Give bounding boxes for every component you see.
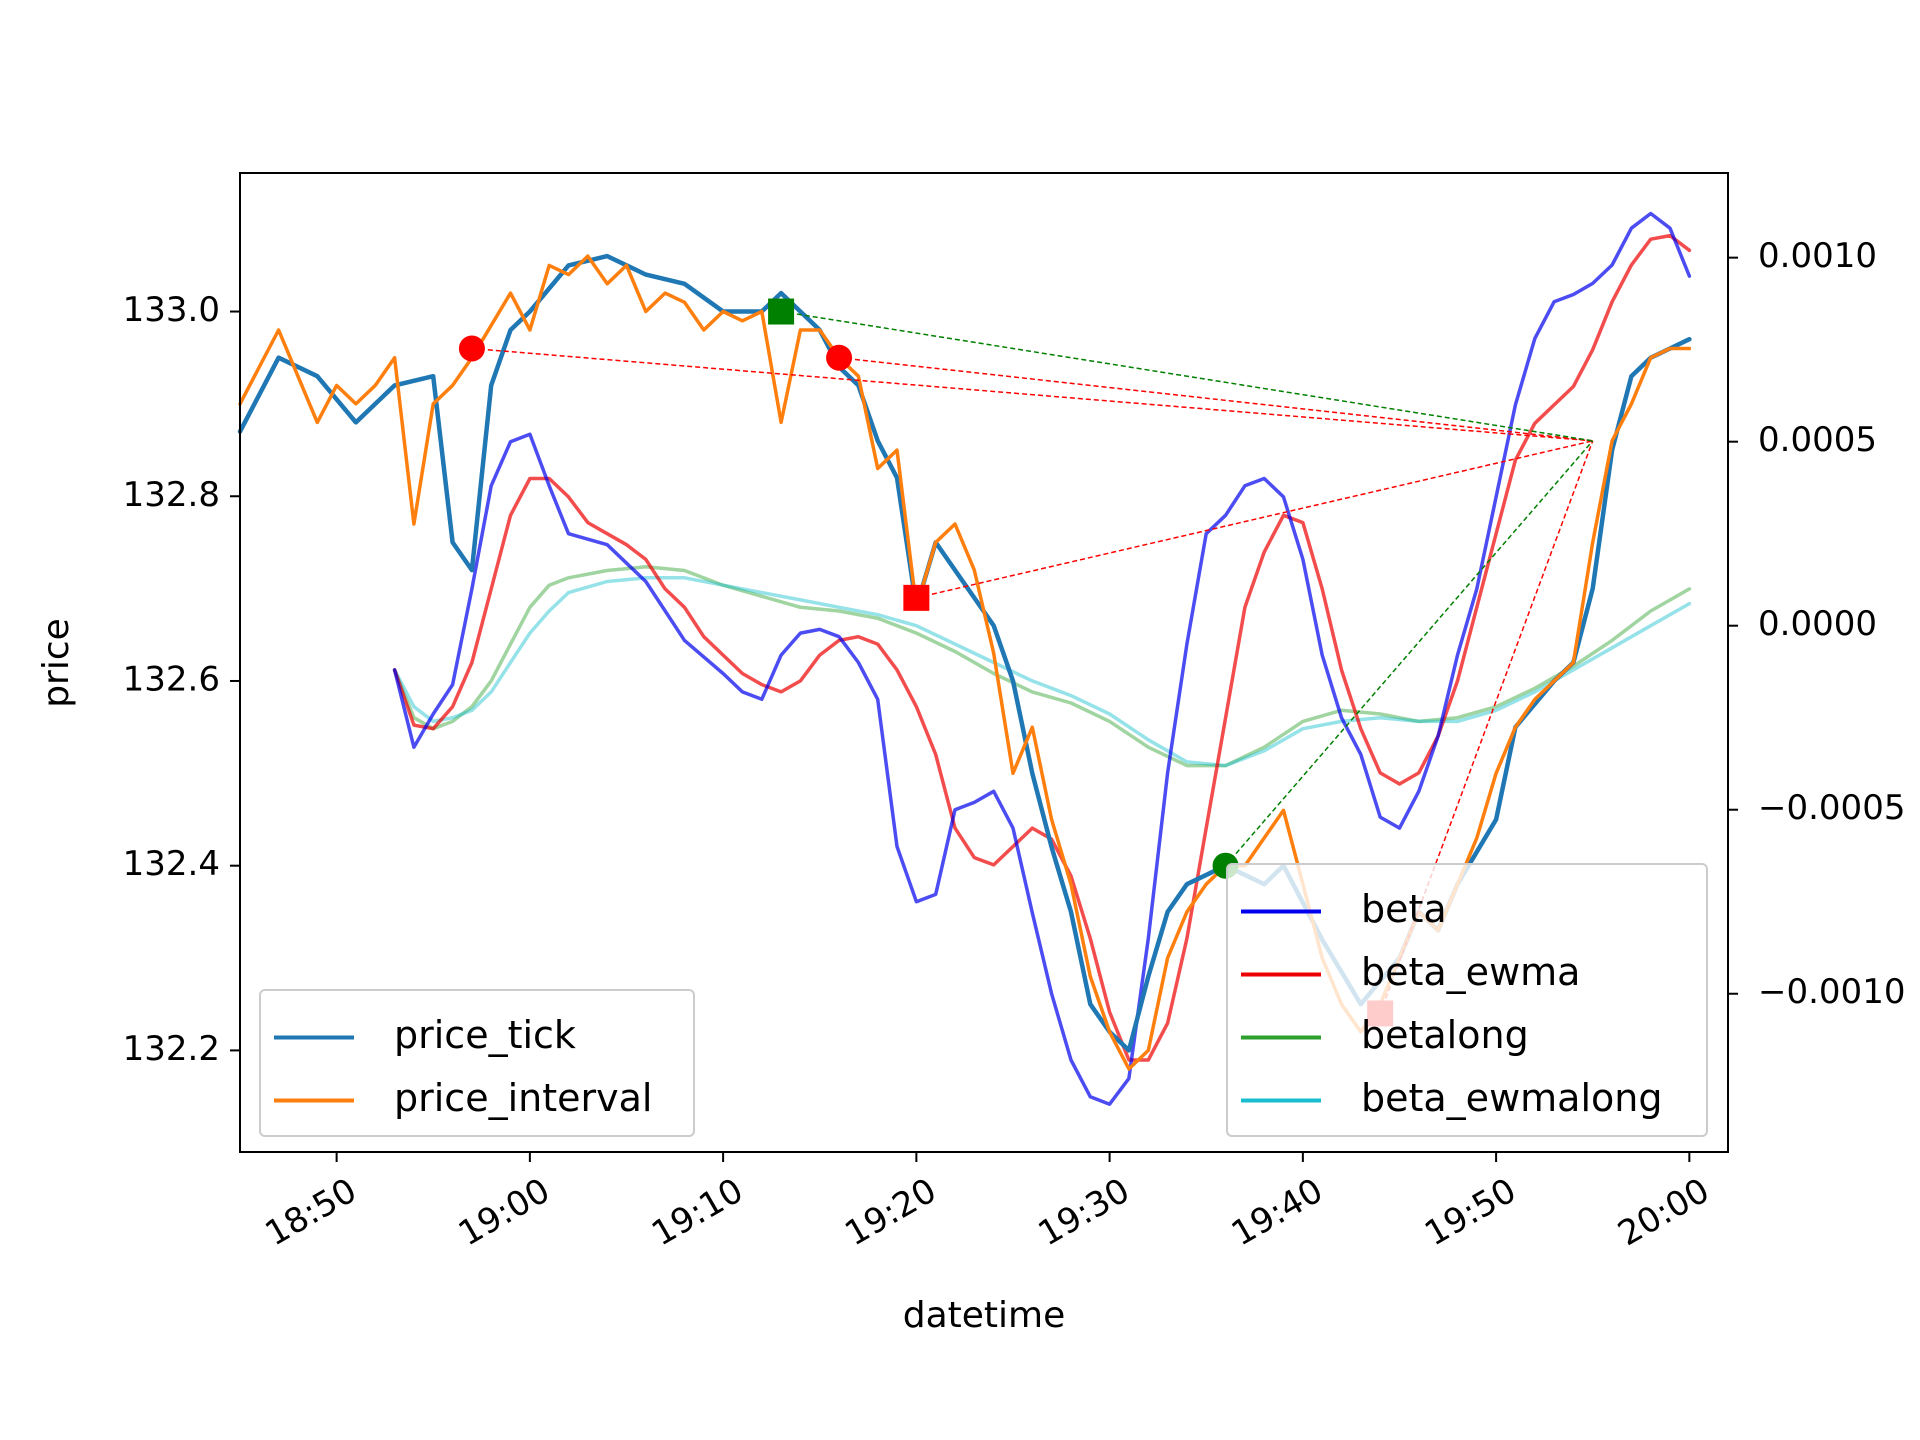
y-tick-label: 132.6 bbox=[123, 659, 220, 699]
y2-tick-label: 0.0010 bbox=[1758, 236, 1877, 276]
series-line-beta bbox=[392, 211, 1692, 1106]
y2-tick-label: −0.0005 bbox=[1758, 788, 1905, 828]
signal-connectors bbox=[471, 310, 1594, 1014]
y2-tick-label: −0.0010 bbox=[1758, 972, 1905, 1012]
signal-marker-1 bbox=[826, 344, 853, 371]
legend-beta: beta beta_ewma betalong beta_ewmalong bbox=[1226, 863, 1708, 1137]
legend-label-price-tick: price_tick bbox=[394, 1013, 576, 1057]
y-tick-label: 133.0 bbox=[123, 290, 220, 330]
signal-marker-0 bbox=[458, 335, 485, 362]
connector-line-1 bbox=[838, 356, 1593, 442]
y-axis-label: price bbox=[36, 618, 77, 708]
y-tick-label: 132.8 bbox=[123, 475, 220, 515]
legend-label-beta-ewma: beta_ewma bbox=[1361, 950, 1580, 994]
legend-box bbox=[1226, 863, 1708, 1137]
connector-line-2 bbox=[916, 440, 1593, 599]
legend-label-betalong: betalong bbox=[1361, 1013, 1529, 1057]
y2-tick-label: 0.0005 bbox=[1758, 420, 1877, 460]
connector-line-4 bbox=[780, 310, 1593, 442]
legend-price: price_tick price_interval bbox=[259, 989, 695, 1137]
y-axis-right: 0.0010 0.0005 0.0000 −0.0005 −0.0010 bbox=[1728, 236, 1905, 1012]
connector-line-0 bbox=[471, 347, 1593, 442]
connector-line-3 bbox=[1379, 440, 1594, 1014]
legend-label-beta: beta bbox=[1361, 887, 1447, 931]
x-axis-label: datetime bbox=[903, 1295, 1066, 1336]
y2-tick-label: 0.0000 bbox=[1758, 604, 1877, 644]
connector-line-5 bbox=[1224, 440, 1594, 867]
y-tick-label: 132.2 bbox=[123, 1029, 220, 1069]
y-tick-label: 132.4 bbox=[123, 844, 220, 884]
legend-label-beta-ewmalong: beta_ewmalong bbox=[1361, 1076, 1662, 1120]
series-line-price-tick bbox=[237, 253, 1692, 1053]
plot-frame bbox=[239, 172, 1729, 1153]
legend-box bbox=[259, 989, 695, 1137]
signal-marker-3 bbox=[903, 584, 930, 611]
legend-label-price-interval: price_interval bbox=[394, 1076, 652, 1120]
signal-marker-2 bbox=[768, 298, 795, 325]
series-line-beta-ewma bbox=[392, 233, 1692, 1062]
y-axis-left: 133.0 132.8 132.6 132.4 132.2 bbox=[123, 290, 240, 1069]
